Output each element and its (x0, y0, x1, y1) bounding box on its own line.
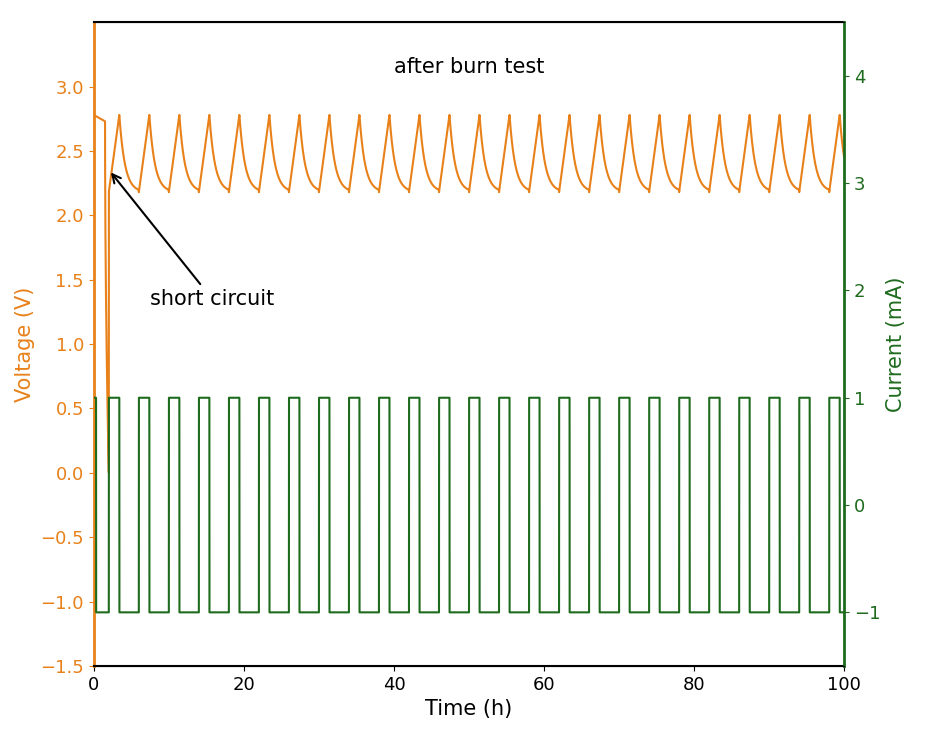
Y-axis label: Current (mA): Current (mA) (886, 276, 906, 412)
Text: short circuit: short circuit (113, 174, 274, 309)
Y-axis label: Voltage (V): Voltage (V) (15, 286, 35, 402)
X-axis label: Time (h): Time (h) (425, 699, 513, 719)
Text: after burn test: after burn test (394, 57, 544, 77)
